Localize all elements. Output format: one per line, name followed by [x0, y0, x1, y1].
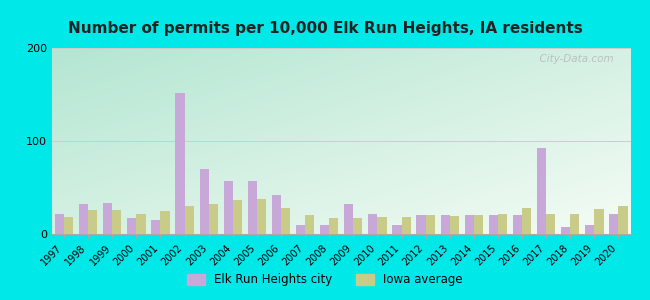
Text: City-Data.com: City-Data.com	[532, 54, 613, 64]
Bar	[296, 225, 305, 234]
Bar	[136, 214, 146, 234]
Bar	[522, 208, 531, 234]
Legend: Elk Run Heights city, Iowa average: Elk Run Heights city, Iowa average	[183, 269, 467, 291]
Bar	[64, 217, 73, 234]
Text: Number of permits per 10,000 Elk Run Heights, IA residents: Number of permits per 10,000 Elk Run Hei…	[68, 21, 582, 36]
Bar	[272, 195, 281, 234]
Bar	[320, 225, 329, 234]
Bar	[176, 93, 185, 234]
Bar	[200, 169, 209, 234]
Bar	[441, 215, 450, 234]
Bar	[185, 206, 194, 234]
Bar	[151, 220, 161, 234]
Bar	[570, 214, 579, 234]
Bar	[354, 218, 363, 234]
Bar	[103, 203, 112, 234]
Bar	[55, 214, 64, 234]
Bar	[127, 218, 136, 234]
Bar	[618, 206, 628, 234]
Bar	[369, 214, 378, 234]
Bar	[79, 204, 88, 234]
Bar	[474, 215, 483, 234]
Bar	[450, 216, 459, 234]
Bar	[537, 148, 546, 234]
Bar	[88, 210, 98, 234]
Bar	[561, 226, 570, 234]
Bar	[465, 215, 474, 234]
Bar	[585, 225, 594, 234]
Bar	[426, 215, 435, 234]
Bar	[248, 181, 257, 234]
Bar	[281, 208, 290, 234]
Bar	[594, 209, 603, 234]
Bar	[161, 211, 170, 234]
Bar	[489, 215, 498, 234]
Bar	[305, 215, 314, 234]
Bar	[209, 204, 218, 234]
Bar	[257, 199, 266, 234]
Bar	[112, 210, 122, 234]
Bar	[498, 214, 507, 234]
Bar	[393, 225, 402, 234]
Bar	[329, 218, 339, 234]
Bar	[224, 181, 233, 234]
Bar	[513, 215, 522, 234]
Bar	[233, 200, 242, 234]
Bar	[546, 214, 555, 234]
Bar	[378, 217, 387, 234]
Bar	[417, 215, 426, 234]
Bar	[402, 217, 411, 234]
Bar	[609, 214, 618, 234]
Bar	[344, 204, 354, 234]
